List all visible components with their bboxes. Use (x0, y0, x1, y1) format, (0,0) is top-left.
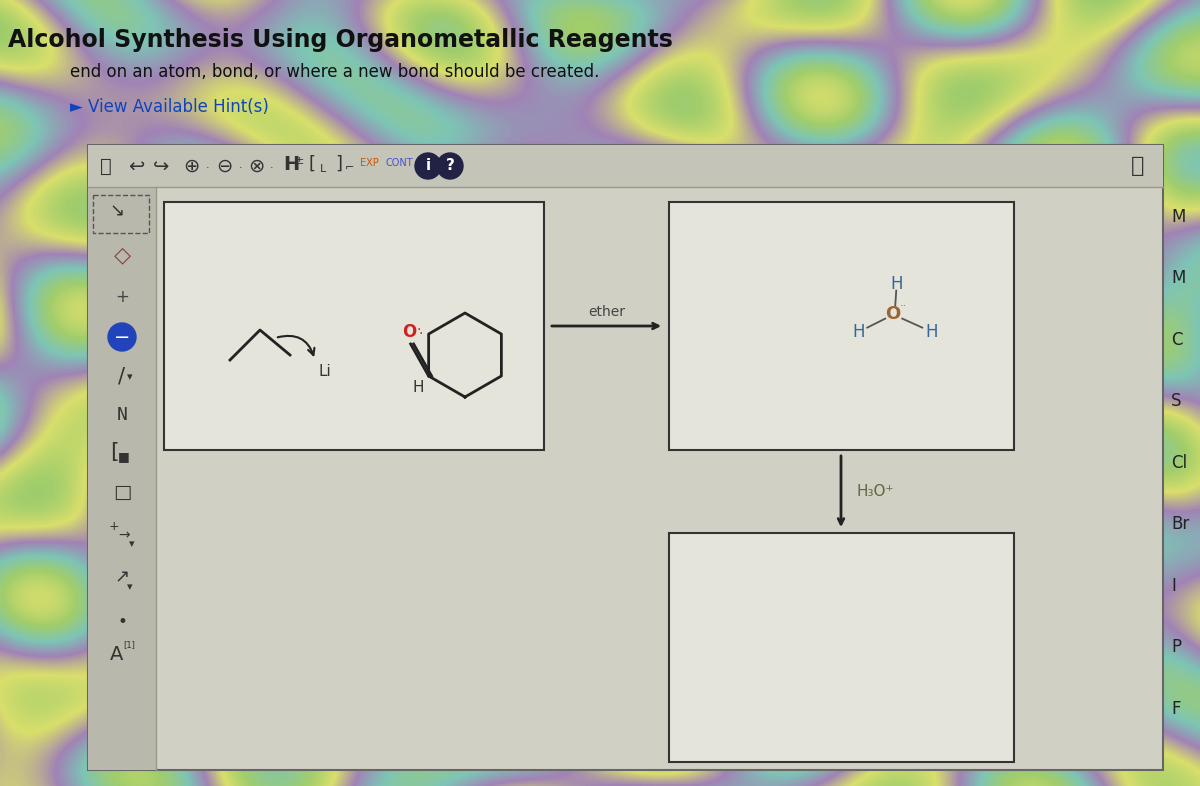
Text: [: [ (109, 442, 119, 462)
Text: ↘: ↘ (109, 203, 125, 221)
Text: −: − (114, 328, 130, 347)
Text: A: A (110, 645, 124, 664)
Text: H: H (413, 380, 425, 395)
Text: ·: · (416, 323, 421, 337)
Text: ·: · (270, 163, 274, 173)
Text: ether: ether (588, 305, 625, 319)
Text: ↩: ↩ (128, 156, 144, 175)
Text: P: P (1171, 638, 1181, 656)
Text: ⤢: ⤢ (1132, 156, 1145, 176)
Text: H: H (925, 322, 937, 340)
Text: ↪: ↪ (154, 156, 169, 175)
Text: i: i (426, 159, 431, 174)
Text: ?: ? (445, 159, 455, 174)
Text: M: M (1171, 208, 1186, 226)
Text: ► View Available Hint(s): ► View Available Hint(s) (70, 98, 269, 116)
Text: ·: · (419, 327, 422, 341)
Text: Cl: Cl (1171, 454, 1187, 472)
Bar (88, 187, 156, 770)
Text: end on an atom, bond, or where a new bond should be created.: end on an atom, bond, or where a new bon… (70, 63, 599, 81)
Text: S: S (1171, 392, 1182, 410)
Text: N: N (116, 406, 127, 424)
Text: →: → (118, 528, 130, 542)
Text: M: M (1171, 270, 1186, 288)
Text: +: + (109, 520, 119, 534)
Text: [1]: [1] (124, 641, 134, 649)
Text: H: H (890, 274, 902, 292)
Circle shape (108, 323, 136, 351)
Bar (670, 533, 1014, 762)
FancyArrowPatch shape (277, 336, 314, 355)
Text: O: O (886, 305, 901, 322)
Text: EXP: EXP (360, 158, 379, 168)
Text: ◇: ◇ (114, 245, 131, 265)
Text: ▾: ▾ (130, 539, 134, 549)
Bar (670, 202, 1014, 450)
Bar (164, 202, 544, 450)
Text: ⌐: ⌐ (346, 164, 354, 174)
Bar (88, 145, 1163, 770)
Bar (94, 195, 149, 233)
Text: □: □ (113, 483, 131, 501)
Text: ⊕: ⊕ (182, 156, 199, 175)
Text: •: • (118, 613, 127, 631)
Text: C: C (1171, 331, 1182, 349)
Text: ]: ] (335, 155, 342, 173)
Text: ±: ± (295, 156, 305, 166)
Text: /: / (119, 367, 126, 387)
Text: ·: · (239, 163, 242, 173)
Text: ↗: ↗ (114, 568, 130, 586)
Text: Li: Li (319, 365, 331, 380)
Text: ⊗: ⊗ (248, 156, 264, 175)
Text: O: O (402, 323, 416, 341)
Text: L: L (320, 164, 326, 174)
Text: ▾: ▾ (127, 582, 133, 592)
Text: ·: · (206, 163, 210, 173)
Circle shape (415, 153, 442, 179)
Text: Br: Br (1171, 515, 1189, 533)
Text: H: H (283, 155, 299, 174)
Text: F: F (1171, 700, 1181, 718)
Text: [: [ (308, 155, 314, 173)
Text: I: I (1171, 577, 1176, 595)
Bar (88, 145, 1163, 187)
Text: 🗋: 🗋 (100, 156, 112, 175)
Text: H: H (852, 322, 864, 340)
Text: CONT: CONT (386, 158, 414, 168)
Text: ⊖: ⊖ (216, 156, 233, 175)
Text: ··: ·· (900, 300, 907, 310)
Text: +: + (115, 288, 128, 306)
Circle shape (437, 153, 463, 179)
Text: H₃O⁺: H₃O⁺ (856, 484, 894, 499)
Text: ▾: ▾ (127, 372, 133, 382)
Text: ■: ■ (118, 450, 130, 464)
Text: Alcohol Synthesis Using Organometallic Reagents: Alcohol Synthesis Using Organometallic R… (8, 28, 673, 52)
